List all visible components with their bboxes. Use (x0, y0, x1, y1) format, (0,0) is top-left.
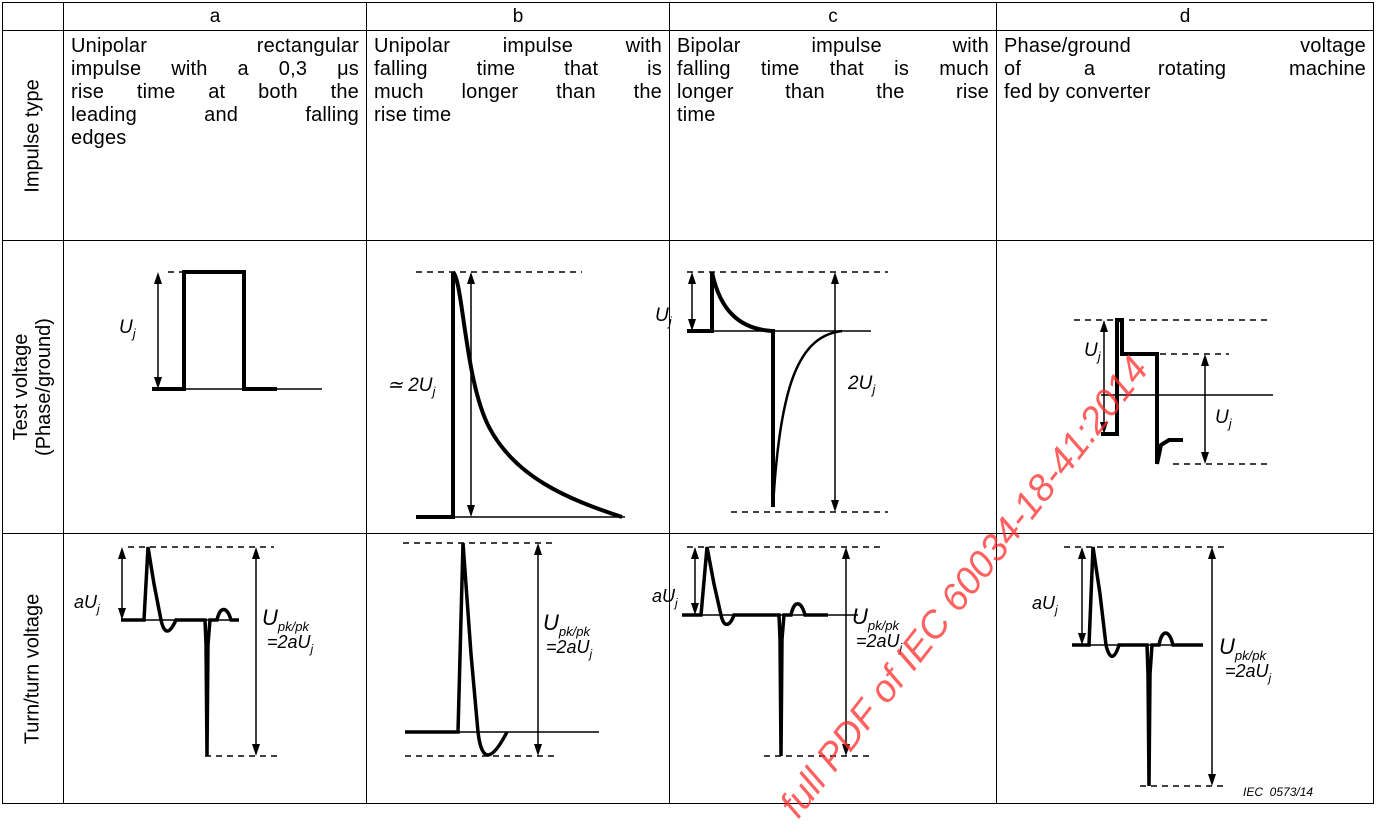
test-voltage-b: ≃ 2Uj (366, 240, 670, 534)
label-Uj-left: Uj (1084, 340, 1102, 364)
row-label-text: Test voltage (Phase/ground) (10, 318, 56, 456)
desc-line: edges (71, 127, 127, 149)
impulse-type-a: Unipolar rectangular impulse with a 0,3 μ… (63, 30, 367, 241)
impulse-type-c: Bipolar impulse with falling time that is… (669, 30, 997, 241)
label-eq-2aUj: =2aUj (856, 631, 903, 655)
desc-line: time (677, 104, 716, 126)
label-Upkpk: Upk/pk (1219, 634, 1267, 663)
label-aUj: aUj (74, 592, 100, 616)
row-label-turn-voltage: Turn/turn voltage (2, 533, 64, 804)
test-voltage-a: Uj (63, 240, 367, 534)
label-Uj: Uj (655, 305, 673, 329)
desc-line: leading and falling (71, 104, 359, 126)
desc-c: Bipolar impulse with falling time that is… (670, 31, 996, 127)
turn-voltage-b: Upk/pk =2aUj (366, 533, 670, 804)
row-label-text: Impulse type (21, 78, 44, 193)
desc-line: longer than the rise (677, 81, 989, 103)
desc-b: Unipolar impulse with falling time that i… (367, 31, 669, 127)
waveform-turn-a: aUj Upk/pk =2aUj (74, 546, 314, 757)
row-label-line-2: (Phase/ground) (33, 318, 55, 456)
turn-voltage-c: aUj Upk/pk =2aUj (652, 533, 997, 804)
desc-line: fed by converter (1004, 81, 1151, 103)
turn-voltage-d: aUj Upk/pk =2aUj IEC 0573/14 (996, 533, 1374, 804)
label-aUj: aUj (1032, 593, 1058, 617)
corner-cell (2, 2, 64, 31)
desc-line: falling time that is much (677, 58, 989, 80)
desc-line: of a rotating machine (1004, 58, 1366, 80)
desc-line: impulse with a 0,3 μs (71, 58, 359, 80)
test-voltage-c: Uj 2Uj (655, 240, 997, 534)
label-eq-2aUj: =2aUj (1225, 661, 1272, 685)
waveform-test-d: Uj Uj (1074, 318, 1273, 465)
column-header-b: b (366, 2, 670, 31)
test-voltage-d: Uj Uj (996, 240, 1374, 534)
label-Uj-right: Uj (1215, 407, 1233, 431)
label-eq-2aUj: =2aUj (546, 637, 593, 661)
waveform-test-a: Uj (119, 270, 322, 391)
impulse-type-b: Unipolar impulse with falling time that i… (366, 30, 670, 241)
desc-line: rise time (374, 104, 452, 126)
label-2Uj: 2Uj (847, 373, 876, 397)
desc-line: much longer than the (374, 81, 662, 103)
label-Upkpk: Upk/pk (852, 604, 900, 633)
impulse-type-d: Phase/ground voltage of a rotating machin… (996, 30, 1374, 241)
column-header-d: d (996, 2, 1374, 31)
waveform-turn-d: aUj Upk/pk =2aUj IEC 0573/14 (1032, 546, 1313, 799)
column-header-a: a (63, 2, 367, 31)
desc-line: falling time that is (374, 58, 662, 80)
label-approx-2Uj: ≃ 2Uj (387, 375, 437, 399)
row-label-test-voltage: Test voltage (Phase/ground) (2, 240, 64, 534)
impulse-table: a b c d Impulse type Unipolar rectangula… (2, 2, 1374, 804)
turn-voltage-a: aUj Upk/pk =2aUj (63, 533, 367, 804)
desc-a: Unipolar rectangular impulse with a 0,3 μ… (64, 31, 366, 150)
waveform-turn-b: Upk/pk =2aUj (403, 542, 599, 757)
row-label-text: Turn/turn voltage (21, 593, 44, 744)
label-aUj: aUj (652, 586, 678, 610)
label-Uj: Uj (119, 317, 137, 341)
desc-d: Phase/ground voltage of a rotating machin… (997, 31, 1373, 104)
desc-line: rise time at both the (71, 81, 359, 103)
row-label-impulse-type: Impulse type (2, 30, 64, 241)
desc-line: Unipolar impulse with (374, 35, 662, 57)
column-header-c: c (669, 2, 997, 31)
label-Upkpk: Upk/pk (543, 610, 591, 639)
desc-line: Unipolar rectangular (71, 35, 359, 57)
waveform-test-b: ≃ 2Uj (387, 270, 625, 519)
figure-id: IEC 0573/14 (1243, 785, 1313, 799)
label-eq-2aUj: =2aUj (267, 632, 314, 656)
desc-line: Bipolar impulse with (677, 35, 989, 57)
row-label-line-1: Test voltage (10, 333, 32, 441)
waveform-test-c: Uj 2Uj (655, 271, 888, 513)
label-Upkpk: Upk/pk (262, 605, 310, 634)
waveform-turn-c: aUj Upk/pk =2aUj (652, 546, 903, 757)
desc-line: Phase/ground voltage (1004, 35, 1366, 57)
